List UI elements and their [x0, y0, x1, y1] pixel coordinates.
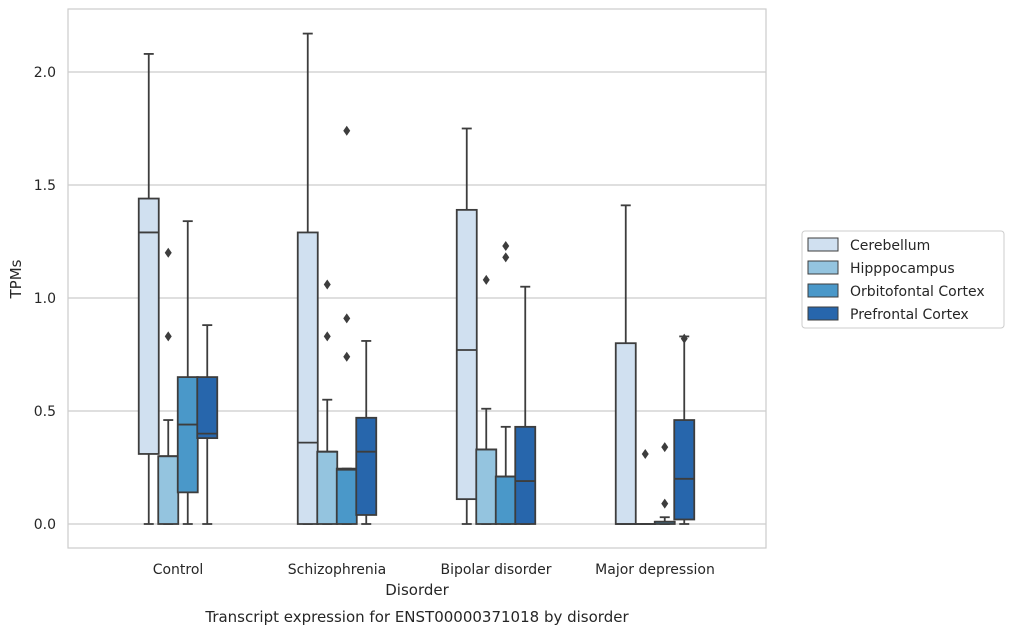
y-axis-ticks: 0.0 0.5 1.0 1.5 2.0 — [34, 65, 56, 533]
box-cerebellum — [614, 204, 637, 525]
box-body — [296, 231, 319, 525]
box-prefrontal-cortex — [673, 333, 696, 525]
box-cerebellum — [137, 53, 160, 525]
legend-swatch — [807, 306, 839, 321]
box-body — [176, 376, 199, 494]
legend: Cerebellum Hipppocampus Orbitofontal Corte… — [801, 230, 1005, 329]
box-body — [455, 208, 478, 501]
plot-frame — [67, 8, 767, 549]
outlier-point — [343, 351, 351, 362]
x-axis-ticks: Control Schizophrenia Bipolar disorder Majo… — [153, 562, 715, 578]
box-body — [355, 416, 378, 516]
outlier-point — [323, 331, 331, 342]
box-hipppocampus — [316, 279, 339, 525]
x-tick-label: Bipolar disorder — [440, 562, 551, 578]
legend-frame — [801, 230, 1005, 329]
box-body — [196, 376, 219, 440]
x-tick-label: Major depression — [595, 562, 715, 578]
box-body — [514, 425, 537, 525]
box-hipppocampus — [475, 274, 498, 525]
outlier-point — [502, 252, 510, 263]
box-cerebellum — [455, 127, 478, 525]
box-hipppocampus — [634, 448, 657, 525]
box-plot-marks — [137, 32, 696, 525]
outlier-point — [680, 333, 688, 344]
outlier-point — [482, 274, 490, 285]
box-prefrontal-cortex — [514, 285, 537, 525]
legend-label: Prefrontal Cortex — [850, 307, 969, 323]
legend-swatch — [807, 260, 839, 275]
legend-label: Hipppocampus — [850, 261, 955, 277]
y-axis-label: TPMs — [7, 259, 25, 299]
x-tick-label: Control — [153, 562, 204, 578]
outlier-point — [323, 279, 331, 290]
x-tick-label: Schizophrenia — [288, 562, 386, 578]
outlier-point — [502, 241, 510, 252]
box-body — [673, 419, 696, 521]
box-body — [157, 455, 180, 525]
box-cerebellum — [296, 32, 319, 525]
y-tick-label: 0.5 — [34, 404, 56, 420]
outlier-point — [343, 313, 351, 324]
legend-label: Orbitofontal Cortex — [850, 284, 985, 300]
box-orbitofontal-cortex — [335, 125, 358, 525]
outlier-point — [164, 247, 172, 258]
box-body — [614, 342, 637, 525]
box-body — [494, 475, 517, 525]
box-body — [335, 467, 358, 525]
y-tick-label: 1.0 — [34, 291, 56, 307]
legend-swatch — [807, 283, 839, 298]
outlier-point — [641, 448, 649, 459]
box-orbitofontal-cortex — [176, 220, 199, 525]
chart-caption: Transcript expression for ENST0000037101… — [204, 608, 629, 626]
y-tick-label: 0.0 — [34, 517, 56, 533]
outlier-point — [164, 331, 172, 342]
y-tick-label: 1.5 — [34, 178, 56, 194]
box-body — [137, 197, 160, 455]
outlier-point — [661, 442, 669, 453]
y-tick-label: 2.0 — [34, 65, 56, 81]
box-orbitofontal-cortex — [494, 241, 517, 525]
legend-label: Cerebellum — [850, 238, 930, 254]
box-prefrontal-cortex — [355, 340, 378, 525]
box-body — [475, 448, 498, 525]
box-body — [316, 450, 339, 525]
legend-swatch — [807, 237, 839, 252]
box-hipppocampus — [157, 247, 180, 525]
outlier-point — [343, 125, 351, 136]
x-axis-label: Disorder — [385, 581, 449, 599]
box-prefrontal-cortex — [196, 324, 219, 525]
outlier-point — [661, 498, 669, 509]
box-orbitofontal-cortex — [653, 442, 676, 525]
